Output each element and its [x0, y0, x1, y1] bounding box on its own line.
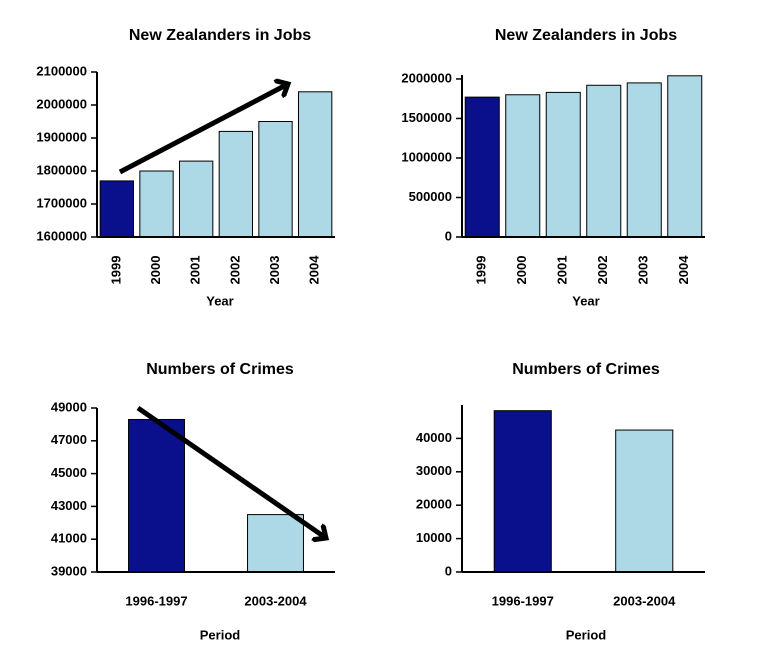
- bar: [247, 514, 304, 573]
- x-tick-label: 2002: [595, 256, 610, 285]
- x-tick-label: 2003: [267, 256, 282, 285]
- x-tick-label: 2000: [148, 256, 163, 285]
- x-tick-label: 1996-1997: [492, 593, 554, 608]
- x-tick-label: 1996-1997: [125, 593, 187, 608]
- y-tick-label: 2000000: [401, 70, 452, 85]
- y-tick-label: 10000: [416, 530, 452, 545]
- chart-title: Numbers of Crimes: [146, 361, 294, 378]
- y-tick-label: 40000: [416, 430, 452, 445]
- y-tick-label: 0: [445, 563, 452, 578]
- y-tick-label: 1000000: [401, 149, 452, 164]
- x-tick-label: 2004: [307, 255, 322, 285]
- bar: [586, 84, 622, 238]
- bar: [179, 160, 214, 238]
- y-tick-label: 1500000: [401, 110, 452, 125]
- x-axis-label: Year: [206, 293, 233, 308]
- bar: [218, 130, 253, 238]
- bar: [615, 429, 674, 573]
- bar: [99, 180, 134, 238]
- y-tick-label: 0: [445, 228, 452, 243]
- x-tick-label: 2001: [555, 256, 570, 285]
- y-tick-label: 30000: [416, 463, 452, 478]
- y-tick-label: 39000: [51, 563, 87, 578]
- x-axis-label: Year: [572, 293, 599, 308]
- y-tick-label: 1700000: [36, 195, 87, 210]
- bar: [139, 170, 174, 238]
- x-tick-label: 1999: [108, 256, 123, 285]
- chart-title: New Zealanders in Jobs: [129, 27, 311, 44]
- bar: [298, 91, 333, 238]
- bar: [464, 96, 500, 238]
- y-tick-label: 500000: [409, 189, 452, 204]
- bar: [128, 418, 185, 573]
- chart-title: Numbers of Crimes: [512, 361, 660, 378]
- y-tick-label: 2100000: [36, 63, 87, 78]
- x-axis-label: Period: [200, 627, 241, 642]
- y-tick-label: 47000: [51, 432, 87, 447]
- x-tick-label: 2003: [636, 256, 651, 285]
- x-tick-label: 1999: [474, 256, 489, 285]
- x-tick-label: 2002: [227, 256, 242, 285]
- y-tick-label: 45000: [51, 465, 87, 480]
- trend-arrow: [118, 84, 288, 175]
- y-tick-label: 1600000: [36, 228, 87, 243]
- bar: [667, 75, 703, 238]
- y-tick-label: 41000: [51, 531, 87, 546]
- x-tick-label: 2003-2004: [613, 593, 676, 608]
- bar: [258, 121, 293, 238]
- y-tick-label: 1900000: [36, 129, 87, 144]
- y-tick-label: 20000: [416, 497, 452, 512]
- x-tick-label: 2004: [676, 255, 691, 285]
- bar: [545, 91, 581, 238]
- chart-title: New Zealanders in Jobs: [495, 27, 677, 44]
- x-tick-label: 2001: [188, 256, 203, 285]
- trend-arrow: [136, 405, 326, 538]
- y-tick-label: 2000000: [36, 96, 87, 111]
- x-tick-label: 2003-2004: [244, 593, 307, 608]
- x-axis-label: Period: [566, 627, 607, 642]
- bar: [626, 82, 662, 238]
- bar: [493, 410, 552, 573]
- y-tick-label: 43000: [51, 498, 87, 513]
- x-tick-label: 2000: [514, 256, 529, 285]
- y-tick-label: 49000: [51, 399, 87, 414]
- bar: [505, 94, 541, 238]
- y-tick-label: 1800000: [36, 162, 87, 177]
